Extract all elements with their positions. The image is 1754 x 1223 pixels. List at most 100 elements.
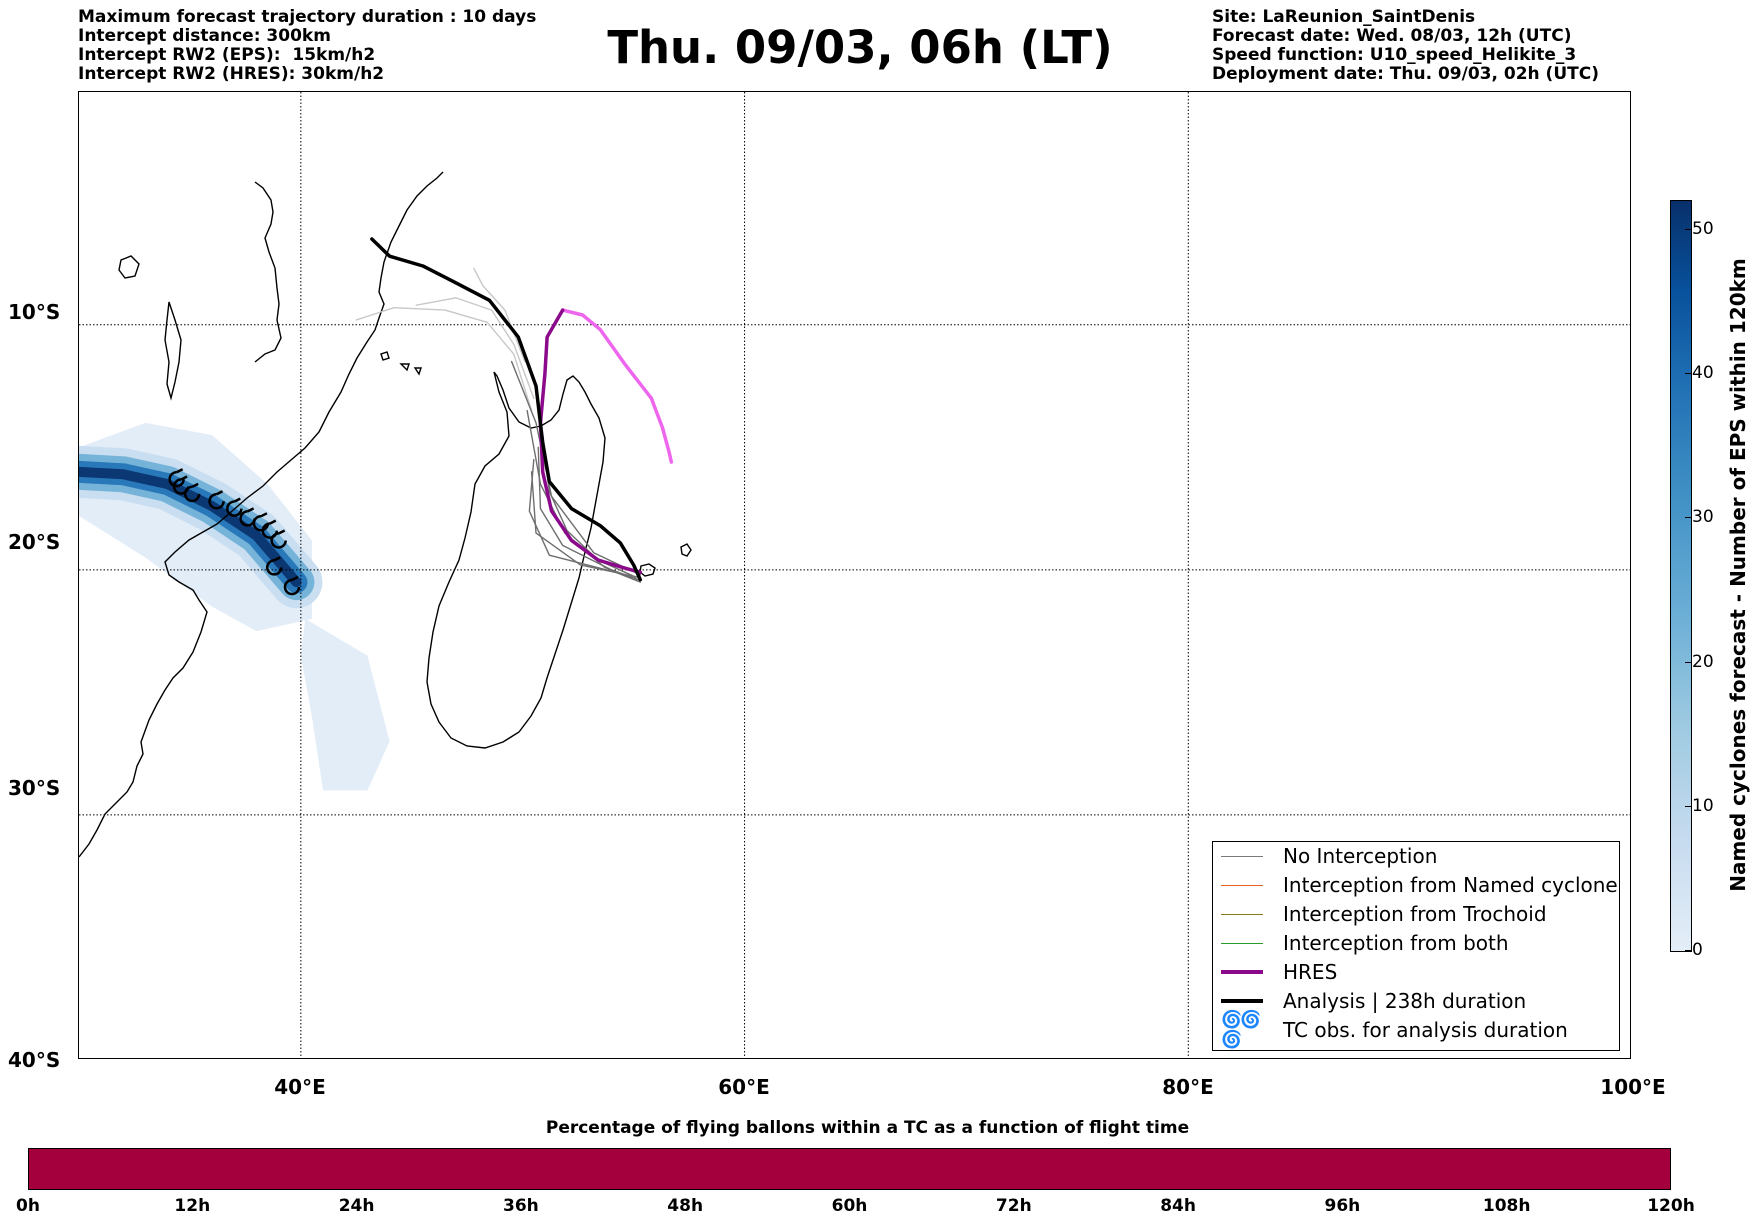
colorbar-tick-label: 0: [1692, 940, 1703, 960]
legend-tc-obs: 🌀🌀🌀 TC obs. for analysis duration: [1221, 1010, 1568, 1050]
tc-observations: [168, 468, 301, 596]
mauritius-island: [680, 543, 692, 557]
colorbar-tick-label: 20: [1692, 651, 1714, 672]
legend-swatch: [1221, 999, 1263, 1003]
legend-label: HRES: [1283, 960, 1338, 984]
lat-label-30s: 30°S: [8, 776, 61, 800]
africa-coastline: [79, 171, 444, 858]
colorbar-tick-mark: [1685, 517, 1691, 519]
header-site-info-line: Site: LaReunion_SaintDenis: [1212, 7, 1476, 27]
percentage-tick-label: 24h: [338, 1196, 375, 1216]
lon-label-40e: 40°E: [274, 1075, 326, 1099]
tc-obs-symbol: [208, 490, 225, 510]
colorbar-tick-label: 50: [1692, 218, 1714, 239]
colorbar-tick-label: 30: [1692, 507, 1714, 528]
percentage-tick-label: 72h: [995, 1196, 1032, 1216]
tc-obs-symbol: [252, 512, 270, 532]
tc-obs-symbol: [283, 575, 301, 596]
legend-swatch: [1221, 970, 1263, 974]
percentage-tick-label: 60h: [831, 1196, 868, 1216]
colorbar-tick-mark: [1685, 373, 1691, 375]
eps-track-light: [355, 306, 533, 412]
percentage-bar-title: Percentage of flying ballons within a TC…: [545, 1118, 1190, 1138]
coastlines: [79, 171, 692, 858]
legend-label: TC obs. for analysis duration: [1283, 1018, 1568, 1042]
madagascar-coastline: [426, 371, 606, 749]
percentage-tick-label: 36h: [503, 1196, 539, 1216]
lake-victoria: [118, 255, 140, 279]
africa-coastline-north: [254, 181, 282, 363]
percentage-tick-label: 12h: [174, 1196, 211, 1216]
header-site-info-line: Deployment date: Thu. 09/03, 02h (UTC): [1212, 64, 1599, 84]
header-parameter-line: Intercept distance: 300km: [78, 26, 331, 46]
tc-obs-symbol: [226, 497, 243, 517]
percentage-tick-label: 120h: [1647, 1196, 1695, 1216]
analysis-track: [370, 237, 643, 582]
colorbar-tick-label: 10: [1692, 795, 1714, 816]
legend-swatch: [1221, 855, 1263, 857]
lake-malawi: [164, 301, 182, 401]
tc-obs-symbol: [270, 529, 287, 549]
legend-label: No Interception: [1283, 844, 1438, 868]
header-parameter-line: Intercept RW2 (EPS): 15km/h2: [78, 45, 376, 65]
tc-obs-symbol: [168, 468, 185, 488]
colorbar-tick-mark: [1685, 661, 1691, 663]
legend-trochoid: Interception from Trochoid: [1221, 900, 1547, 928]
hres-track-late: [560, 308, 674, 464]
legend-both: Interception from both: [1221, 929, 1509, 957]
comoros-islands: [380, 351, 422, 376]
eps-track-light: [415, 297, 535, 400]
header-parameter-line: Intercept RW2 (HRES): 30km/h2: [78, 64, 385, 84]
header-site-info-line: Forecast date: Wed. 08/03, 12h (UTC): [1212, 26, 1572, 46]
eps-track: [530, 471, 639, 578]
percentage-tick-label: 96h: [1324, 1196, 1361, 1216]
eps-track: [528, 458, 641, 583]
percentage-tick-label: 0h: [16, 1196, 40, 1216]
legend-label: Interception from Trochoid: [1283, 902, 1547, 926]
colorbar-tick-label: 40: [1692, 363, 1714, 384]
percentage-tick-label: 108h: [1482, 1196, 1531, 1216]
colorbar-tick-mark: [1685, 950, 1691, 951]
eps-track: [510, 360, 641, 576]
graticule: [79, 92, 1630, 1058]
header-site-info: Site: LaReunion_SaintDenis Forecast date:…: [1212, 8, 1599, 84]
lon-label-100e: 100°E: [1600, 1075, 1666, 1099]
legend-swatch: [1221, 913, 1263, 915]
map-svg: [79, 92, 1630, 1058]
percentage-tick-label: 48h: [667, 1196, 704, 1216]
legend-analysis: Analysis | 238h duration: [1221, 987, 1526, 1015]
map-panel[interactable]: [78, 91, 1631, 1059]
lat-label-20s: 20°S: [8, 530, 61, 554]
lat-label-40s: 40°S: [8, 1048, 61, 1072]
tc-obs-symbol: [265, 556, 283, 576]
header-site-info-line: Speed function: U10_speed_Helikite_3: [1212, 45, 1577, 65]
trajectories: [355, 237, 674, 583]
lon-label-80e: 80°E: [1162, 1075, 1214, 1099]
lat-label-10s: 10°S: [8, 300, 61, 324]
legend-hres: HRES: [1221, 958, 1337, 986]
header-parameters: Maximum forecast trajectory duration : 1…: [78, 8, 536, 84]
cyclone-density-field: [79, 422, 390, 791]
page-title: Thu. 09/03, 06h (LT): [607, 21, 1113, 74]
eps-track: [526, 409, 639, 581]
eps-track-light: [473, 267, 526, 363]
percentage-bar: [28, 1148, 1671, 1190]
legend-no-interception: No Interception: [1221, 842, 1437, 870]
colorbar-tick-mark: [1685, 805, 1691, 807]
header-parameter-line: Maximum forecast trajectory duration : 1…: [78, 7, 537, 27]
legend-swatch: [1221, 884, 1263, 886]
density-blob: [300, 618, 390, 791]
percentage-tick-label: 84h: [1160, 1196, 1196, 1216]
legend-label: Interception from Named cyclone: [1283, 873, 1618, 897]
cyclone-symbol-icon: 🌀🌀🌀: [1221, 1010, 1261, 1050]
hres-track: [538, 308, 643, 575]
eps-track: [541, 434, 637, 578]
legend-label: Interception from both: [1283, 931, 1509, 955]
density-core: [79, 466, 302, 588]
map-legend: No Interception Interception from Named …: [1212, 841, 1620, 1051]
tc-obs-symbol: [183, 482, 201, 503]
legend-named-cyclone: Interception from Named cyclone: [1221, 871, 1618, 899]
colorbar-tick-mark: [1685, 228, 1691, 230]
legend-label: Analysis | 238h duration: [1283, 989, 1527, 1013]
legend-swatch: [1221, 942, 1263, 944]
